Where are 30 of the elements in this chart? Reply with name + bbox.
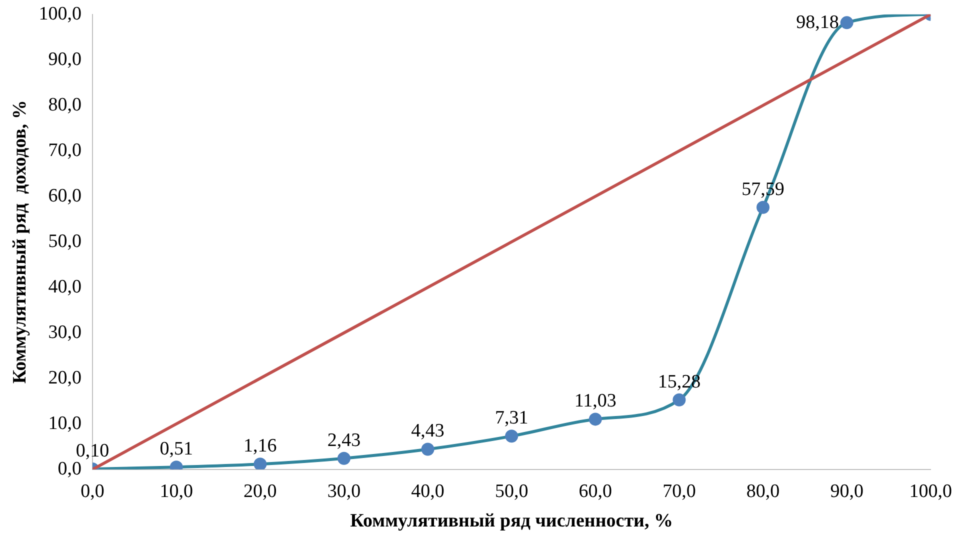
data-label: 7,31 bbox=[494, 408, 528, 429]
y-tick-label: 30,0 bbox=[48, 322, 82, 343]
y-tick-label: 20,0 bbox=[48, 367, 82, 388]
y-tick-label: 40,0 bbox=[48, 276, 82, 298]
x-tick-label: 60,0 bbox=[578, 480, 612, 502]
x-tick-label: 50,0 bbox=[494, 480, 528, 502]
y-tick-label: 50,0 bbox=[48, 230, 82, 252]
x-tick-label: 100,0 bbox=[909, 480, 952, 502]
x-tick-label: 40,0 bbox=[411, 480, 444, 502]
y-tick-label: 60,0 bbox=[48, 185, 82, 206]
y-tick-label: 10,0 bbox=[48, 412, 82, 434]
y-tick-label: 80,0 bbox=[48, 94, 82, 116]
x-tick-label: 30,0 bbox=[327, 480, 361, 502]
data-label: 1,16 bbox=[244, 436, 277, 457]
x-tick-label: 70,0 bbox=[662, 480, 696, 502]
data-label: 2,43 bbox=[327, 430, 361, 451]
x-tick-label: 20,0 bbox=[244, 480, 277, 502]
x-tick-label: 80,0 bbox=[746, 480, 780, 502]
data-label: 98,18 bbox=[796, 12, 839, 34]
data-label: 4,43 bbox=[411, 420, 444, 442]
x-tick-label: 90,0 bbox=[830, 480, 864, 502]
data-label: 0,51 bbox=[160, 438, 193, 460]
y-tick-label: 90,0 bbox=[48, 48, 82, 70]
x-tick-label: 10,0 bbox=[160, 480, 193, 502]
y-axis-title: Коммулятивный ряд доходов, % bbox=[9, 100, 30, 384]
y-tick-label: 100,0 bbox=[38, 3, 82, 24]
data-label: 11,03 bbox=[574, 390, 616, 412]
x-axis-title: Коммулятивный ряд численности, % bbox=[350, 510, 674, 532]
y-tick-label: 70,0 bbox=[48, 140, 82, 161]
x-tick-label: 0,0 bbox=[80, 480, 104, 502]
